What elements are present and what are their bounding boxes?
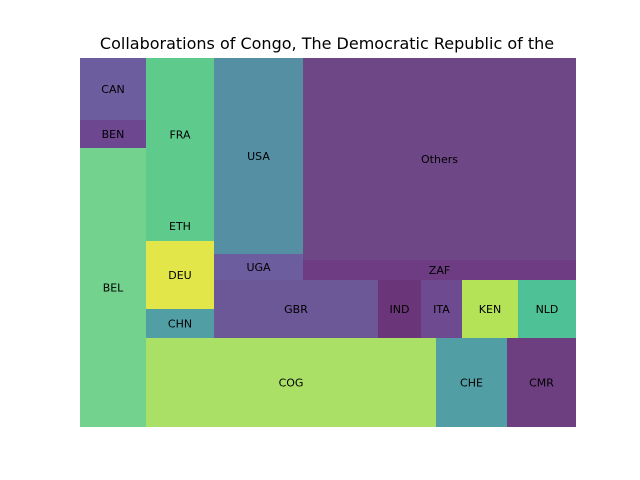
treemap-cell-zaf xyxy=(303,260,576,280)
treemap-cell-label-ken: KEN xyxy=(479,303,501,316)
treemap-cell-label-zaf: ZAF xyxy=(429,264,450,277)
treemap-cell-ben xyxy=(80,120,146,148)
treemap-cell-gbr xyxy=(214,280,378,338)
treemap-cells: CAN BEN BEL FRA ETH DEU CHN USA UGA Others ZAF GBR I… xyxy=(80,58,576,427)
treemap-cell-che xyxy=(436,338,507,427)
chart-title: Collaborations of Congo, The Democratic … xyxy=(100,34,554,53)
treemap-cell-deu xyxy=(146,241,214,309)
treemap-cell-label-eth: ETH xyxy=(169,220,191,233)
treemap-cell-label-cog: COG xyxy=(279,377,304,390)
treemap-cell-ind xyxy=(378,280,421,338)
treemap-cell-label-others: Others xyxy=(421,153,458,166)
treemap-cell-ita xyxy=(421,280,462,338)
treemap-cell-others xyxy=(303,58,576,260)
treemap-cell-label-ben: BEN xyxy=(102,128,125,141)
treemap-cell-eth xyxy=(146,211,214,241)
treemap-cell-label-deu: DEU xyxy=(168,269,191,282)
treemap-cell-label-uga: UGA xyxy=(246,261,271,274)
treemap-cell-fra xyxy=(146,58,214,211)
treemap-cell-label-bel: BEL xyxy=(103,282,124,295)
treemap-cell-label-chn: CHN xyxy=(168,318,192,331)
treemap-cell-nld xyxy=(518,280,576,338)
treemap-cell-label-usa: USA xyxy=(247,150,270,163)
treemap-cell-uga xyxy=(214,254,303,280)
treemap-cell-label-che: CHE xyxy=(460,377,483,390)
treemap-cell-label-gbr: GBR xyxy=(284,303,308,316)
treemap-cell-bel xyxy=(80,148,146,427)
treemap-cell-ken xyxy=(462,280,518,338)
treemap-cell-label-ind: IND xyxy=(390,303,410,316)
treemap-cell-label-fra: FRA xyxy=(169,129,191,142)
treemap-cell-label-can: CAN xyxy=(101,83,124,96)
treemap-cell-can xyxy=(80,58,146,120)
treemap-cell-usa xyxy=(214,58,303,254)
treemap-cell-label-cmr: CMR xyxy=(529,377,554,390)
treemap-cell-cog xyxy=(146,338,436,427)
treemap-cell-cmr xyxy=(507,338,576,427)
treemap-cell-chn xyxy=(146,309,214,338)
treemap-cell-label-ita: ITA xyxy=(433,303,450,316)
treemap-cell-label-nld: NLD xyxy=(536,303,559,316)
